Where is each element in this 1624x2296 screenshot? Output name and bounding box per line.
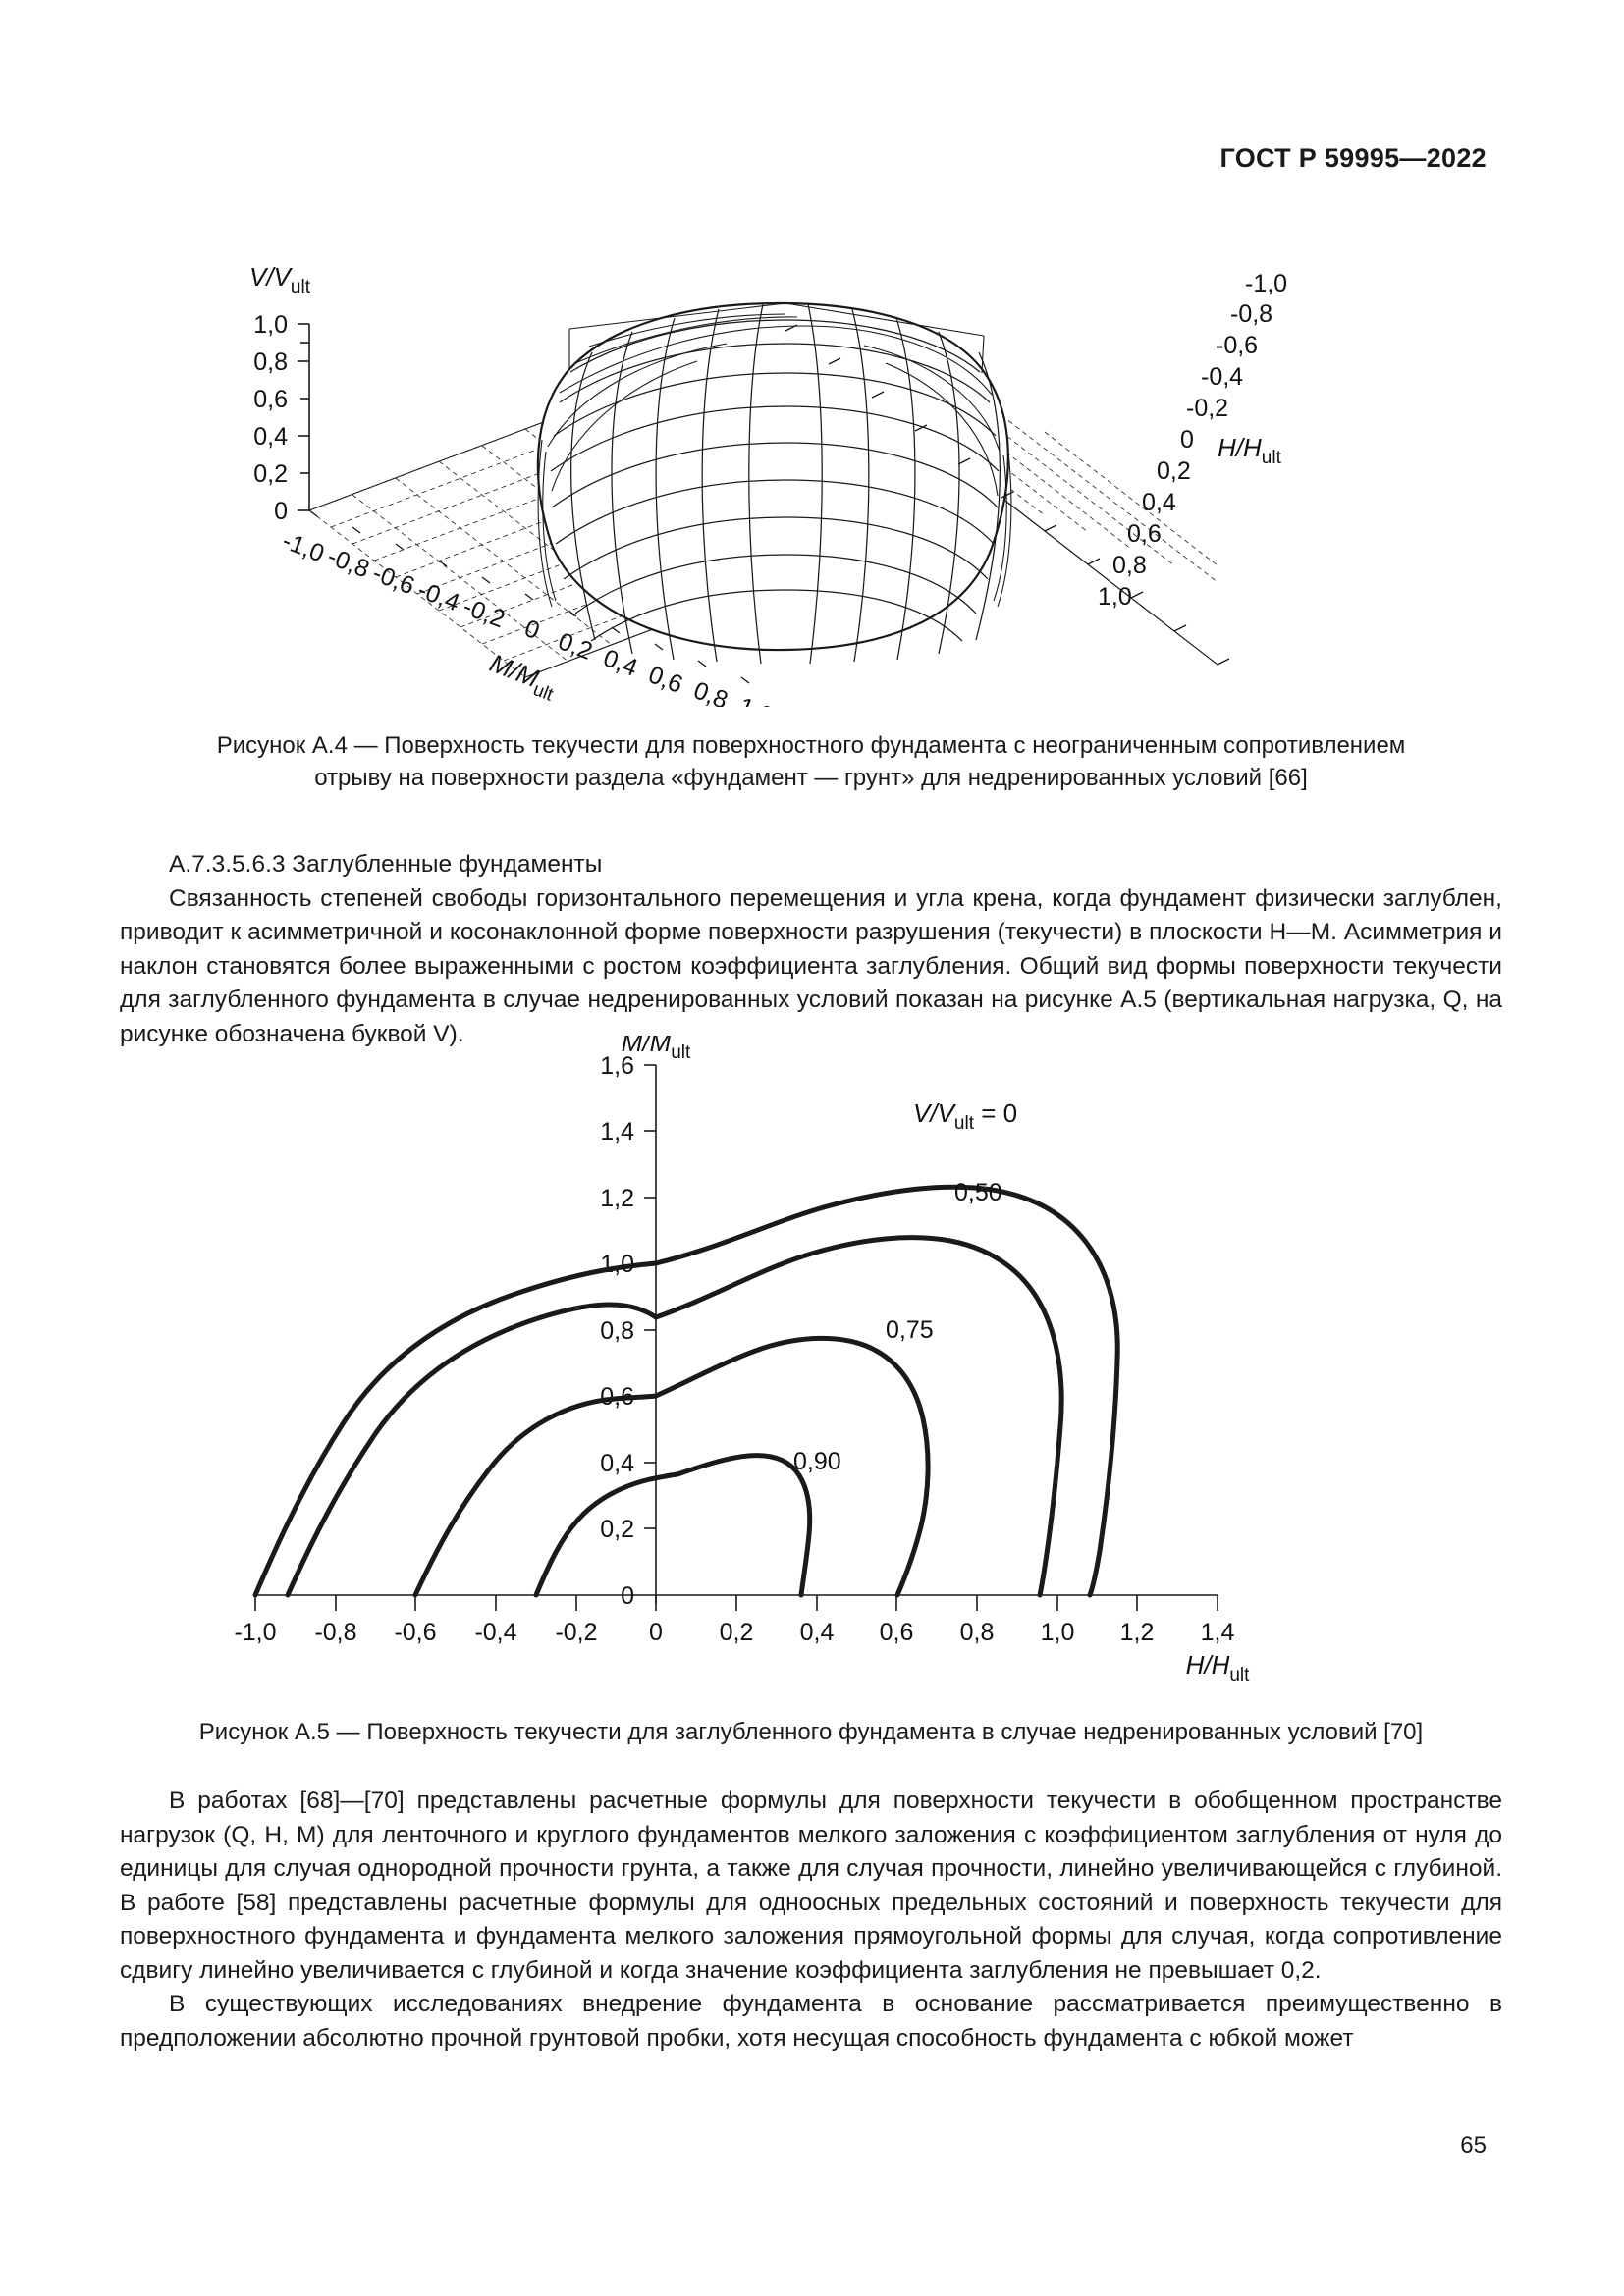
figure-a4-surface-plot: V/Vult 1,0 0,8 0,6 0,4 0,2 0 [236,157,1345,707]
axis-x-tick-3: -0,6 [394,1619,436,1646]
axis-x-tick-labels: -1,0 -0,8 -0,6 -0,4 -0,2 0 0,2 0,4 0,6 0… [234,1619,1234,1646]
axis-h-tick-6: 0 [1180,426,1194,454]
figure-a4-svg: V/Vult 1,0 0,8 0,6 0,4 0,2 0 [249,262,1287,707]
axis-h-tick-3: -0,6 [1216,332,1258,359]
axis-h-ticks [785,324,1230,666]
contour-label-075: 0,75 [886,1316,934,1344]
axis-x-tick-9: 0,6 [880,1619,914,1646]
axis-x-tick-6: 0 [649,1619,663,1646]
body-block: В работах [68]—[70] представлены расчетн… [120,1785,1502,2056]
axis-x-tick-10: 0,8 [960,1619,995,1646]
axis-x-tick-11: 1,0 [1041,1619,1075,1646]
figure-a4-caption-line1: Рисунок А.4 — Поверхность текучести для … [216,732,1406,759]
figure-a5-caption-line1: Рисунок А.5 — Поверхность текучести для … [198,1719,1424,1745]
contour-curve-0 [252,1184,1120,1598]
axis-y-tick-2: 1,4 [600,1118,634,1146]
axis-y-tick-3: 1,2 [600,1185,634,1212]
surface-dome-cap-lines [547,302,1001,497]
axis-h-tick-8: 0,4 [1142,489,1176,516]
axis-m-tick-3: -0,6 [369,560,418,601]
axis-m-title: M/Mult [484,648,562,706]
axis-v-tick-3: 0,6 [253,386,288,413]
figure-a4-caption-line2: отрыву на поверхности раздела «фундамент… [314,765,1308,791]
contour-curve-090 [533,1453,813,1598]
axis-m-tick-1: -1,0 [279,527,328,568]
axis-x-tick-13: 1,4 [1201,1619,1235,1646]
axis-h-tick-1: -1,0 [1245,270,1287,297]
page-number: 65 [1460,2132,1487,2159]
axis-m-tick-8: 0,4 [600,644,642,682]
axis-h-tick-2: -0,8 [1230,300,1272,328]
axis-h-tick-10: 0,8 [1112,552,1147,579]
figure-a5-caption: Рисунок А.5 — Поверхность текучести для … [120,1716,1502,1748]
axis-m-tick-4: -0,4 [414,576,463,617]
figure-a5-svg: 1,6 1,4 1,2 1,0 0,8 0,6 0,4 0,2 0 M/Mult [234,1036,1251,1683]
axis-x-tick-12: 1,2 [1120,1619,1155,1646]
section-block: А.7.3.5.6.3 Заглубленные фундаменты Связ… [120,848,1502,1051]
axis-x-ticks [254,1595,1218,1611]
axis-h-tick-4: -0,4 [1201,363,1243,391]
axis-x-tick-4: -0,4 [474,1619,516,1646]
surface-dome-mesh-lon [570,303,1001,665]
axis-h-tick-5: -0,2 [1186,395,1228,422]
axis-y-ticks [644,1064,656,1529]
axis-m-tick-5: -0,2 [460,593,509,634]
figure-a4-caption: Рисунок А.4 — Поверхность текучести для … [120,729,1502,794]
axis-y-tick-9: 0 [621,1582,634,1610]
axis-v-tick-6: 0 [274,498,288,525]
body-paragraph-3: В существующих исследованиях внедрение ф… [120,1991,1502,2052]
section-paragraph-1: Связанность степеней свободы горизонталь… [120,884,1502,1047]
axis-x-title: H/Hult [1186,1650,1251,1683]
contour-label-050: 0,50 [954,1179,1002,1206]
figure-a5-contour-plot: 1,6 1,4 1,2 1,0 0,8 0,6 0,4 0,2 0 M/Mult [226,1036,1394,1683]
axis-m-tick-9: 0,6 [645,661,686,699]
surface-dome-left-crease [537,439,1012,608]
axis-h-tick-labels: -1,0 -0,8 -0,6 -0,4 -0,2 0 0,2 0,4 0,6 0… [1098,270,1287,611]
axis-h-title: H/Hult [1218,433,1282,468]
standard-header: ГОСТ Р 59995—2022 [1219,143,1487,173]
axis-y-tick-8: 0,2 [600,1516,634,1543]
axis-x-tick-1: -1,0 [234,1619,276,1646]
axis-y-tick-7: 0,4 [600,1450,634,1477]
contour-label-0: V/Vult = 0 [913,1098,1017,1134]
axis-m-ticks [308,509,750,684]
axis-m-tick-7: 0,2 [555,627,596,666]
axis-v-ticks [298,323,309,511]
axis-h-tick-7: 0,2 [1157,457,1191,485]
contour-curve-075 [412,1335,931,1598]
axis-m-tick-6: 0 [520,614,543,645]
axis-x-tick-5: -0,2 [555,1619,597,1646]
axis-m-tick-2: -0,8 [324,543,373,584]
axis-v-tick-2: 0,8 [253,348,288,376]
axis-v-title: V/Vult [249,262,311,297]
contour-label-090: 0,90 [793,1448,841,1475]
axis-v-tick-4: 0,4 [253,423,288,451]
axis-m-tick-11: 1,0 [735,692,777,707]
axis-x-tick-8: 0,4 [800,1619,835,1646]
axis-y-tick-5: 0,8 [600,1317,634,1345]
body-paragraph-2: В работах [68]—[70] представлены расчетн… [120,1788,1502,1984]
contour-curve-050 [285,1235,1064,1598]
axis-y-tick-1: 1,6 [600,1052,634,1080]
axis-x-tick-2: -0,8 [314,1619,356,1646]
section-heading: А.7.3.5.6.3 Заглубленные фундаменты [169,851,603,878]
axis-m-tick-10: 0,8 [690,676,731,707]
axis-v-tick-1: 1,0 [253,311,288,339]
axis-h-tick-9: 0,6 [1127,520,1162,548]
axis-v-tick-5: 0,2 [253,460,288,488]
axis-y-tick-labels: 1,6 1,4 1,2 1,0 0,8 0,6 0,4 0,2 0 [600,1052,634,1610]
axis-h-tick-11: 1,0 [1098,583,1132,611]
axis-x-tick-7: 0,2 [720,1619,754,1646]
